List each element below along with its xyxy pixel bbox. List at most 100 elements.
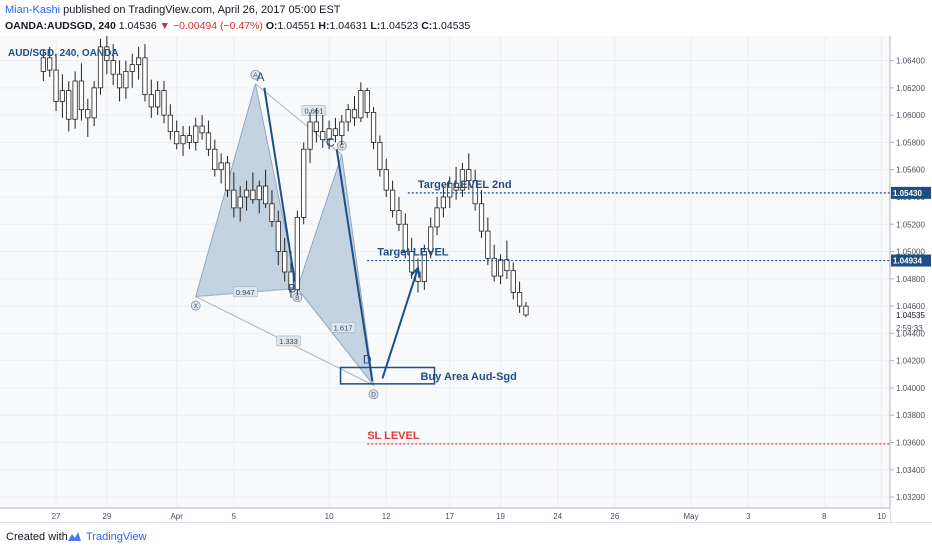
candle-body (339, 121, 345, 136)
candle-body (78, 80, 85, 111)
candle-body (294, 217, 300, 291)
candle-body (428, 226, 434, 252)
time-tick-label: 17 (445, 512, 454, 521)
time-tick-label: 3 (746, 512, 751, 521)
author-link[interactable]: Mian-Kashi (5, 4, 61, 16)
candle-body (472, 180, 478, 205)
candle-body (85, 109, 91, 119)
candle (434, 196, 440, 236)
candle-body (383, 169, 389, 191)
candle (491, 244, 497, 282)
created-with-text: Created with (6, 531, 68, 543)
candle (199, 115, 205, 140)
candle (85, 98, 91, 137)
pattern-point-marker (368, 389, 379, 400)
leg-label: B (288, 281, 296, 295)
candle-body (104, 46, 110, 61)
price-tick-label: 1.04200 (896, 357, 925, 366)
candle (313, 108, 320, 143)
published-text: published on TradingView.com, April 26, … (60, 4, 341, 16)
pattern-point-label: B (295, 295, 299, 302)
candle (478, 190, 485, 238)
candle-body (497, 259, 504, 277)
ratio-badge (232, 286, 258, 298)
price-badge-label: 1.05430 (893, 189, 922, 198)
price-tick-label: 1.03600 (896, 439, 925, 448)
ratio-badge (301, 105, 327, 116)
time-tick-label: May (683, 512, 698, 521)
candle-body (174, 131, 180, 145)
candle (440, 186, 447, 218)
candle-body (167, 114, 173, 132)
candle-body (199, 125, 205, 134)
candle-body (47, 57, 53, 71)
price-badge (891, 186, 931, 199)
candle (307, 112, 313, 163)
candle-body (243, 189, 250, 198)
candle (123, 60, 129, 99)
time-tick-label: 27 (52, 512, 61, 521)
candle-body (110, 60, 116, 75)
candle (97, 38, 104, 95)
candle (275, 210, 281, 266)
price-tick-label: 1.06200 (896, 84, 925, 93)
sl-level-label: SL LEVEL (367, 430, 420, 442)
candle (66, 81, 72, 132)
low-value: 1.04523 (380, 20, 419, 32)
candle (218, 153, 224, 184)
candle (104, 36, 110, 75)
high-value: 1.04631 (329, 20, 368, 32)
pattern-point-label: X (194, 303, 199, 310)
candle (193, 117, 199, 151)
candle-body (282, 251, 288, 273)
candle (59, 74, 66, 118)
candle-body (123, 71, 129, 89)
target-level-label: Target LEVEL 2nd (418, 179, 512, 191)
candle-body (370, 111, 377, 143)
time-axis[interactable]: 27 29 Apr 5 10 12 17 19 24 26 May 3 8 10 (52, 512, 887, 521)
candle (320, 115, 326, 148)
candle (345, 104, 351, 132)
candle (47, 46, 53, 77)
price-axis[interactable]: 1.06400 1.06200 1.06000 1.05800 1.05600 1.054… (890, 57, 931, 503)
price-chart[interactable]: X A B C D 0.661 0.947 1.333 1.617 A B C D Target LEV… (0, 36, 932, 522)
candle (174, 120, 180, 150)
last-price-axis-label: 1.04535 (896, 311, 925, 320)
price-tick-label: 1.06000 (896, 111, 925, 120)
candle (351, 96, 358, 127)
candle (72, 71, 78, 129)
price-tick-label: 1.04400 (896, 329, 925, 338)
candle (504, 240, 510, 279)
candle-body (491, 257, 497, 277)
candle (301, 142, 307, 225)
candle (269, 190, 275, 227)
candle (466, 153, 472, 191)
open-label: O: (265, 20, 278, 32)
candle (358, 82, 364, 122)
open-value: 1.04551 (277, 20, 316, 32)
time-tick-label: 19 (496, 512, 505, 521)
candle (186, 126, 192, 150)
candle-body (91, 87, 97, 119)
tradingview-link[interactable]: TradingView (86, 531, 147, 543)
price-change: −0.00494 (−0.47%) (173, 20, 263, 32)
candle-body (434, 207, 440, 228)
pattern-ratio-line (255, 83, 343, 156)
price-tick-label: 1.03200 (896, 493, 925, 502)
candle (402, 213, 408, 259)
candle-body (320, 131, 326, 141)
candle-body (161, 90, 167, 116)
candle-body (440, 196, 447, 209)
candle-body (275, 221, 281, 252)
candle-body (40, 57, 46, 72)
candle (129, 53, 135, 88)
pattern-point-label: A (253, 72, 258, 79)
time-tick-label: 10 (877, 512, 886, 521)
price-tick-label: 1.04800 (896, 275, 925, 284)
last-price: 1.04536 (118, 20, 157, 32)
time-tick-label: 24 (553, 512, 562, 521)
price-tick-label: 1.03800 (896, 411, 925, 420)
candle (237, 186, 243, 222)
candle (326, 120, 332, 150)
time-tick-label: 12 (382, 512, 391, 521)
